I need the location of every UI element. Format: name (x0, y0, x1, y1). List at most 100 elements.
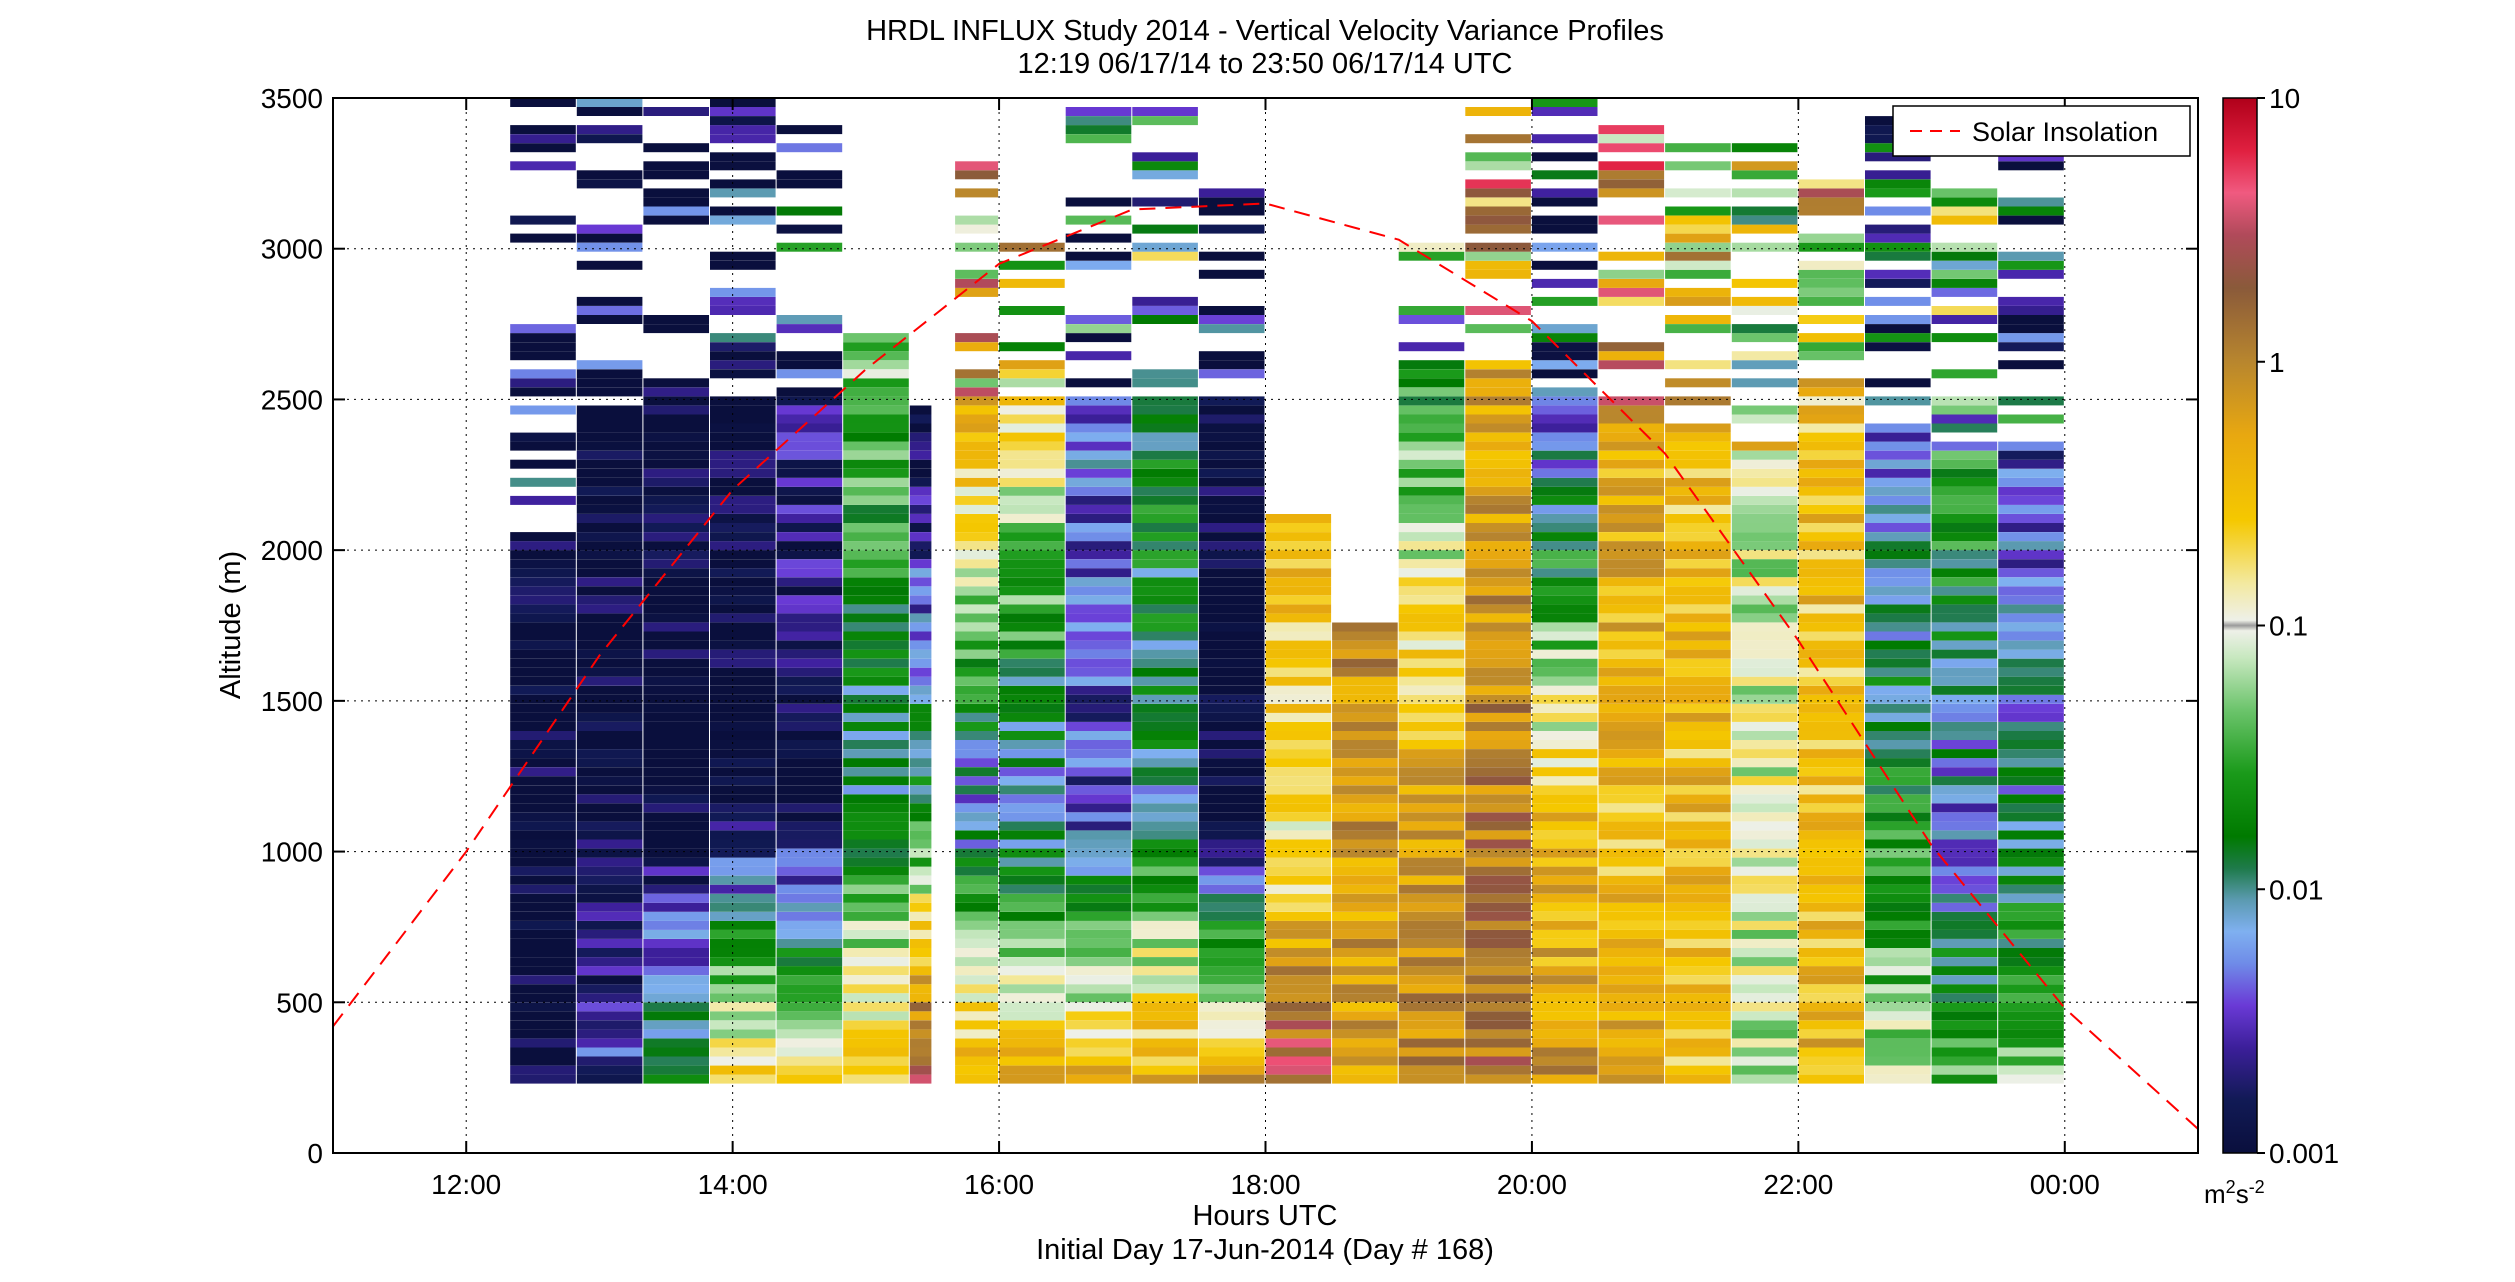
heatmap-cell (1065, 848, 1132, 858)
heatmap-cell (1998, 486, 2064, 496)
heatmap-cell (1731, 477, 1798, 487)
heatmap-cell (710, 351, 776, 361)
heatmap-cell (576, 649, 643, 659)
heatmap-cell (776, 649, 843, 659)
heatmap-cell (1265, 758, 1332, 768)
heatmap-cell (1531, 1002, 1598, 1012)
heatmap-cell (776, 911, 843, 921)
heatmap-cell (1931, 866, 1998, 876)
heatmap-cell (999, 1020, 1065, 1030)
heatmap-cell (1598, 450, 1665, 460)
heatmap-cell (909, 459, 932, 469)
heatmap-cell (909, 541, 932, 551)
heatmap-cell (1865, 794, 1931, 804)
heatmap-cell (1665, 595, 1731, 605)
heatmap-cell (1265, 929, 1332, 939)
heatmap-cell (1665, 504, 1731, 514)
heatmap-cell (776, 839, 843, 849)
heatmap-cell (999, 948, 1065, 957)
heatmap-cell (1465, 532, 1531, 542)
heatmap-cell (1398, 948, 1465, 957)
heatmap-cell (1398, 306, 1465, 315)
heatmap-cell (955, 920, 999, 930)
heatmap-cell (643, 459, 709, 469)
heatmap-cell (776, 939, 843, 948)
heatmap-cell (1598, 468, 1665, 478)
heatmap-cell (1198, 1020, 1265, 1030)
heatmap-cell (1332, 812, 1398, 822)
heatmap-cell (710, 1074, 776, 1084)
heatmap-cell (999, 694, 1065, 704)
heatmap-cell (1998, 902, 2064, 912)
heatmap-cell (1798, 767, 1864, 777)
heatmap-cell (1398, 1038, 1465, 1048)
heatmap-cell (1132, 197, 1198, 207)
heatmap-cell (710, 884, 776, 894)
heatmap-cell (955, 423, 999, 433)
heatmap-cell (1465, 857, 1531, 867)
heatmap-cell (1065, 649, 1132, 659)
heatmap-cell (1398, 929, 1465, 939)
heatmap-cell (1865, 495, 1931, 505)
heatmap-cell (1065, 658, 1132, 668)
heatmap-cell (1998, 360, 2064, 370)
heatmap-cell (710, 975, 776, 985)
heatmap-cell (999, 604, 1065, 614)
heatmap-cell (1132, 550, 1198, 560)
heatmap-cell (710, 405, 776, 415)
heatmap-cell (1798, 468, 1864, 478)
heatmap-cell (776, 224, 843, 234)
heatmap-cell (576, 875, 643, 885)
heatmap-cell (1398, 360, 1465, 370)
heatmap-cell (1531, 975, 1598, 985)
heatmap-cell (1931, 676, 1998, 686)
heatmap-cell (1265, 1047, 1332, 1057)
heatmap-cell (1731, 333, 1798, 343)
heatmap-cell (576, 667, 643, 677)
heatmap-cell (1931, 857, 1998, 867)
colorbar-tick-label: 0.1 (2269, 611, 2308, 642)
heatmap-cell (1265, 1038, 1332, 1048)
heatmap-cell (1798, 550, 1864, 560)
heatmap-cell (1598, 604, 1665, 614)
heatmap-cell (1531, 468, 1598, 478)
heatmap-cell (710, 504, 776, 514)
heatmap-cell (1665, 830, 1731, 840)
heatmap-cell (1931, 1056, 1998, 1066)
heatmap-cell (643, 776, 709, 786)
heatmap-cell (843, 984, 909, 994)
heatmap-cell (576, 315, 643, 324)
heatmap-cell (1865, 568, 1931, 578)
heatmap-cell (510, 694, 576, 704)
heatmap-cell (1398, 694, 1465, 704)
heatmap-cell (1931, 694, 1998, 704)
heatmap-cell (1398, 532, 1465, 542)
heatmap-cell (1065, 893, 1132, 903)
heatmap-cell (1798, 749, 1864, 759)
heatmap-cell (999, 586, 1065, 596)
heatmap-cell (510, 559, 576, 569)
heatmap-cell (1598, 1065, 1665, 1075)
heatmap-cell (843, 532, 909, 542)
heatmap-cell (909, 1020, 932, 1030)
heatmap-cell (955, 559, 999, 569)
heatmap-cell (1265, 541, 1332, 551)
heatmap-cell (955, 685, 999, 695)
heatmap-cell (1798, 667, 1864, 677)
heatmap-cell (1465, 459, 1531, 469)
heatmap-cell (510, 685, 576, 695)
heatmap-cell (776, 504, 843, 514)
heatmap-cell (843, 486, 909, 496)
heatmap-cell (843, 712, 909, 722)
heatmap-cell (1731, 405, 1798, 415)
heatmap-cell (1465, 396, 1531, 406)
heatmap-cell (776, 514, 843, 523)
heatmap-cell (1865, 1020, 1931, 1030)
heatmap-cell (1798, 712, 1864, 722)
heatmap-cell (710, 640, 776, 650)
heatmap-cell (1865, 251, 1931, 261)
heatmap-cell (776, 550, 843, 560)
heatmap-cell (1931, 966, 1998, 976)
heatmap-cell (643, 676, 709, 686)
heatmap-cell (843, 450, 909, 460)
